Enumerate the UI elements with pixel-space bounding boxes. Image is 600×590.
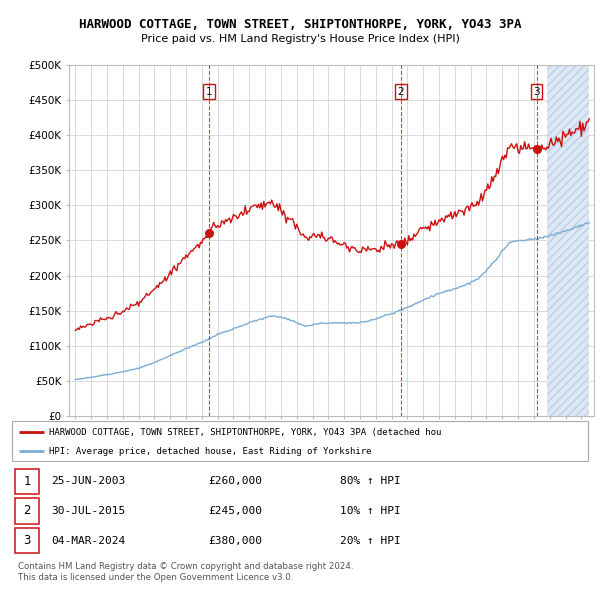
FancyBboxPatch shape bbox=[15, 528, 39, 553]
Text: £245,000: £245,000 bbox=[208, 506, 262, 516]
Text: 25-JUN-2003: 25-JUN-2003 bbox=[51, 476, 125, 486]
Text: 2: 2 bbox=[397, 87, 404, 97]
Text: Contains HM Land Registry data © Crown copyright and database right 2024.: Contains HM Land Registry data © Crown c… bbox=[18, 562, 353, 571]
Text: HPI: Average price, detached house, East Riding of Yorkshire: HPI: Average price, detached house, East… bbox=[49, 447, 372, 456]
FancyBboxPatch shape bbox=[12, 421, 588, 461]
Text: £380,000: £380,000 bbox=[208, 536, 262, 546]
Text: HARWOOD COTTAGE, TOWN STREET, SHIPTONTHORPE, YORK, YO43 3PA: HARWOOD COTTAGE, TOWN STREET, SHIPTONTHO… bbox=[79, 18, 521, 31]
Text: HARWOOD COTTAGE, TOWN STREET, SHIPTONTHORPE, YORK, YO43 3PA (detached hou: HARWOOD COTTAGE, TOWN STREET, SHIPTONTHO… bbox=[49, 428, 442, 437]
Text: 3: 3 bbox=[23, 535, 31, 548]
Text: 1: 1 bbox=[206, 87, 212, 97]
Text: £260,000: £260,000 bbox=[208, 476, 262, 486]
Text: 1: 1 bbox=[23, 474, 31, 487]
Text: 30-JUL-2015: 30-JUL-2015 bbox=[51, 506, 125, 516]
FancyBboxPatch shape bbox=[15, 499, 39, 523]
Text: This data is licensed under the Open Government Licence v3.0.: This data is licensed under the Open Gov… bbox=[18, 573, 293, 582]
Text: Price paid vs. HM Land Registry's House Price Index (HPI): Price paid vs. HM Land Registry's House … bbox=[140, 34, 460, 44]
Text: 2: 2 bbox=[23, 504, 31, 517]
Text: 80% ↑ HPI: 80% ↑ HPI bbox=[340, 476, 401, 486]
Text: 10% ↑ HPI: 10% ↑ HPI bbox=[340, 506, 401, 516]
Text: 3: 3 bbox=[533, 87, 540, 97]
Text: 04-MAR-2024: 04-MAR-2024 bbox=[51, 536, 125, 546]
Text: 20% ↑ HPI: 20% ↑ HPI bbox=[340, 536, 401, 546]
FancyBboxPatch shape bbox=[15, 468, 39, 494]
